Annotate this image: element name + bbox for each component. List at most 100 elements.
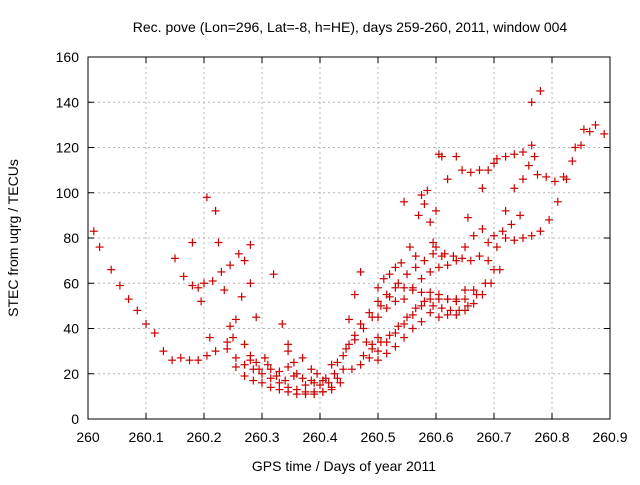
- data-point: [269, 270, 278, 279]
- data-point: [408, 324, 417, 333]
- data-point: [284, 387, 293, 396]
- data-point: [466, 168, 475, 177]
- data-point: [359, 351, 368, 360]
- data-point: [463, 301, 472, 310]
- data-point: [463, 213, 472, 222]
- data-point: [231, 362, 240, 371]
- data-point: [391, 263, 400, 272]
- data-point: [202, 351, 211, 360]
- data-point: [469, 286, 478, 295]
- data-point: [400, 319, 409, 328]
- data-point: [205, 333, 214, 342]
- data-point: [214, 238, 223, 247]
- data-point: [281, 376, 290, 385]
- data-point: [411, 304, 420, 313]
- data-point: [200, 279, 208, 288]
- data-point: [400, 283, 409, 292]
- data-point: [240, 372, 249, 381]
- x-tick-label: 260.2: [186, 429, 221, 445]
- data-point: [478, 184, 487, 193]
- data-point: [278, 319, 287, 328]
- data-point: [202, 193, 211, 202]
- data-point: [339, 365, 348, 374]
- data-point: [498, 227, 507, 236]
- data-point: [501, 152, 510, 161]
- data-point: [240, 340, 249, 349]
- x-tick-label: 260: [76, 429, 100, 445]
- data-point: [527, 141, 536, 150]
- data-point: [336, 378, 345, 387]
- data-point: [266, 383, 275, 392]
- x-axis-label: GPS time / Days of year 2011: [252, 458, 436, 474]
- data-point: [519, 234, 527, 242]
- data-point: [510, 150, 519, 159]
- data-point: [260, 353, 269, 362]
- data-point: [159, 347, 168, 356]
- chart-title: Rec. pove (Lon=296, Lat=-8, h=HE), days …: [133, 19, 568, 35]
- x-tick-label: 260.3: [244, 429, 279, 445]
- data-point: [89, 227, 98, 236]
- data-point: [188, 281, 197, 290]
- data-point: [432, 206, 440, 215]
- data-point: [229, 333, 237, 342]
- data-point: [417, 274, 426, 283]
- data-point: [443, 175, 452, 184]
- data-point: [466, 256, 475, 265]
- data-point: [411, 252, 420, 261]
- data-point: [440, 249, 449, 258]
- data-point: [437, 304, 446, 313]
- data-point: [350, 290, 359, 299]
- data-point: [176, 353, 185, 362]
- data-point: [275, 378, 284, 387]
- data-point: [150, 329, 159, 338]
- data-point: [434, 290, 443, 299]
- data-point: [495, 265, 504, 274]
- data-point: [339, 351, 348, 360]
- data-point: [527, 98, 536, 107]
- data-point: [347, 365, 356, 374]
- data-point: [284, 340, 293, 349]
- data-point: [275, 367, 284, 376]
- data-point: [318, 387, 327, 396]
- data-point: [368, 344, 377, 353]
- x-tick-label: 260.7: [476, 429, 511, 445]
- data-point: [275, 385, 284, 394]
- data-point: [188, 238, 197, 247]
- data-point: [115, 281, 124, 290]
- data-point: [461, 243, 469, 252]
- data-point: [345, 315, 353, 324]
- data-point: [501, 206, 510, 215]
- data-point: [382, 349, 391, 358]
- data-point: [298, 374, 307, 383]
- data-point: [226, 322, 235, 331]
- data-point: [194, 356, 203, 365]
- data-point: [107, 265, 116, 274]
- data-point: [258, 378, 266, 387]
- data-point: [542, 172, 551, 181]
- data-point: [292, 369, 301, 378]
- data-point: [400, 295, 409, 304]
- x-tick-label: 260.9: [592, 429, 627, 445]
- data-point: [408, 286, 417, 295]
- data-point: [124, 295, 133, 304]
- x-tick-label: 260.6: [418, 429, 453, 445]
- data-point: [272, 372, 281, 381]
- data-point: [411, 263, 420, 272]
- y-axis-label: STEC from uqrg / TECUs: [5, 159, 21, 317]
- y-tick-label: 0: [71, 411, 79, 427]
- data-point: [133, 306, 142, 315]
- data-point: [527, 231, 536, 240]
- y-tick-label: 20: [63, 366, 79, 382]
- data-point: [298, 353, 307, 362]
- data-point: [452, 152, 461, 161]
- data-point: [403, 270, 411, 279]
- data-point: [266, 365, 275, 374]
- data-point: [374, 333, 382, 342]
- data-point: [414, 211, 423, 220]
- x-tick-label: 260.8: [534, 429, 569, 445]
- data-point: [426, 295, 435, 304]
- data-point: [469, 299, 478, 308]
- data-point: [333, 358, 342, 367]
- data-point: [255, 365, 264, 374]
- data-point: [356, 319, 365, 328]
